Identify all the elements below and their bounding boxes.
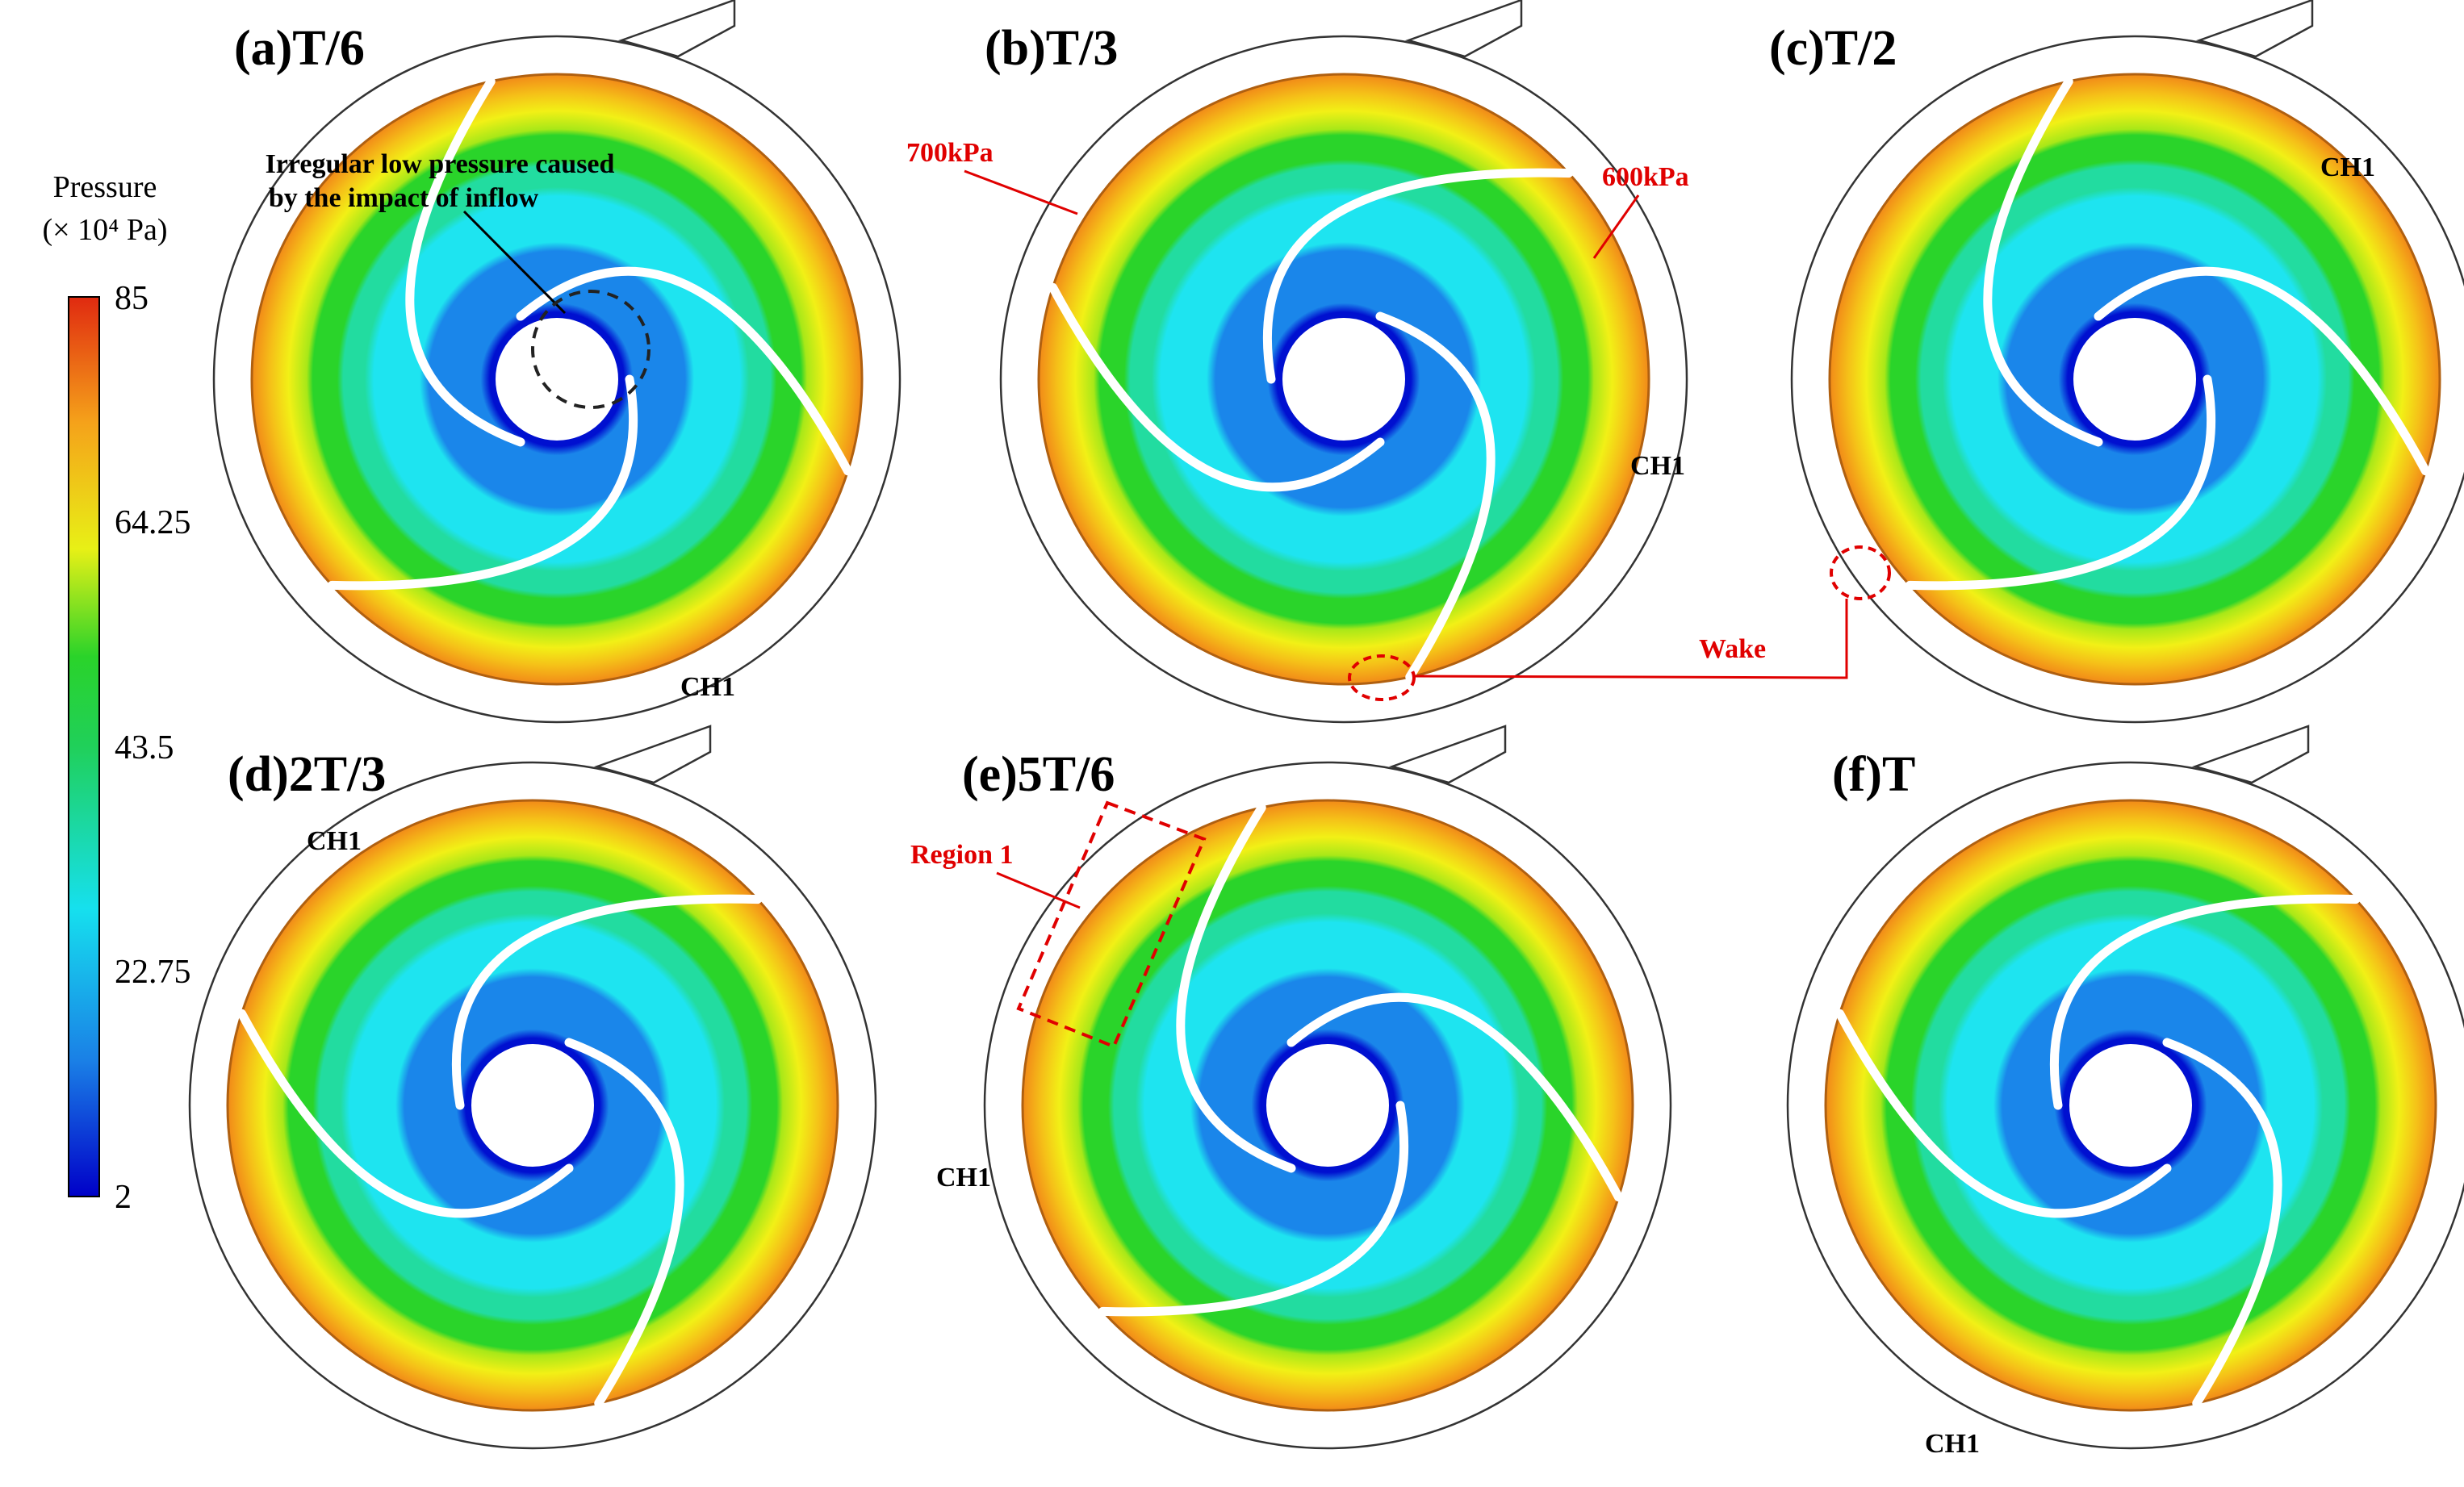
impeller-hub: [1266, 1044, 1389, 1167]
impeller-blade: [1983, 77, 2103, 447]
pump-panel-a: [212, 0, 902, 724]
impeller-blade: [1905, 374, 2215, 591]
ch1-label-a: CH1: [680, 672, 735, 702]
colorbar-tick: 2: [115, 1179, 132, 1216]
impeller-blade: [405, 77, 525, 447]
impeller-blade: [1375, 311, 1496, 682]
colorbar-gradient: [68, 296, 100, 1197]
impeller-blade: [1176, 803, 1296, 1173]
colorbar-tick: 64.25: [115, 504, 191, 541]
irregular-label-line1: Irregular low pressure caused: [266, 149, 615, 179]
impeller-blade: [1263, 168, 1574, 384]
impeller-hub: [1282, 318, 1405, 441]
colorbar-tick: 22.75: [115, 954, 191, 991]
ch1-label-d: CH1: [307, 826, 362, 856]
volute-casing: [212, 35, 902, 724]
volute-casing: [999, 35, 1688, 724]
pump-panel-e: [983, 725, 1672, 1450]
ch1-label-f: CH1: [1925, 1429, 1980, 1459]
colorbar: Pressure (× 10⁴ Pa) 85 64.25 43.5 22.75 …: [43, 170, 191, 1216]
pump-panel-b: [999, 0, 1688, 724]
impeller-blade: [1048, 282, 1385, 492]
volute-outlet: [2195, 0, 2314, 58]
impeller-blade: [2162, 1038, 2282, 1408]
colorbar-title: Pressure: [53, 170, 157, 204]
leader-700kpa: [964, 169, 1078, 215]
volute-outlet: [617, 0, 736, 58]
volute-outlet: [593, 725, 712, 784]
impeller-blade: [452, 894, 763, 1110]
impeller-hub: [2069, 1044, 2192, 1167]
pump-panel-d: [188, 725, 877, 1450]
volute-casing: [1786, 761, 2464, 1450]
region1-box: [1016, 800, 1207, 1049]
pressure-markers: 700kPa 600kPa: [906, 138, 1689, 259]
volute-casing: [1790, 35, 2464, 724]
pump-panel-f: [1786, 725, 2464, 1450]
impeller-hub: [471, 1044, 594, 1167]
leader-600kpa: [1592, 194, 1640, 259]
volute-outlet: [1388, 725, 1507, 784]
volute-casing: [983, 761, 1672, 1450]
pump-panel-c: [1790, 0, 2464, 724]
wake-annotation: Wake: [1348, 545, 1891, 701]
impeller-blade: [327, 374, 638, 591]
volute-outlet: [2191, 725, 2310, 784]
ch1-label-b: CH1: [1630, 451, 1685, 481]
colorbar-tick: 85: [115, 280, 149, 317]
panel-title-a: (a)T/6: [234, 21, 365, 76]
region1-label: Region 1: [910, 840, 1014, 870]
wake-circle-c: [1830, 545, 1891, 600]
impeller-blade: [1835, 1009, 2172, 1218]
impeller-hub: [496, 318, 618, 441]
irregular-dashed-circle: [531, 290, 651, 409]
label-600kpa: 600kPa: [1602, 162, 1689, 192]
label-700kpa: 700kPa: [906, 138, 994, 168]
panel-title-b: (b)T/3: [985, 21, 1118, 76]
volute-casing: [188, 761, 877, 1450]
panel-title-c: (c)T/2: [1769, 21, 1897, 76]
colorbar-tick: 43.5: [115, 729, 174, 766]
irregular-leader-line: [462, 210, 567, 315]
wake-circle-b: [1348, 654, 1416, 701]
panel-title-f: (f)T: [1832, 747, 1915, 802]
volute-outlet: [1404, 0, 1523, 58]
impeller-blade: [237, 1009, 574, 1218]
panel-title-d: (d)2T/3: [228, 747, 386, 802]
ch1-label-c: CH1: [2320, 152, 2375, 182]
impeller-blade: [2050, 894, 2361, 1110]
impeller-blade: [1286, 992, 1623, 1202]
impeller-blade: [516, 266, 852, 476]
impeller-blade: [1098, 1101, 1408, 1317]
wake-leader: [1413, 599, 1848, 679]
impeller-blade: [564, 1038, 684, 1408]
irregular-low-pressure-annotation: Irregular low pressure caused by the imp…: [266, 149, 651, 409]
panel-title-e: (e)5T/6: [962, 747, 1115, 802]
impeller-hub: [2073, 318, 2196, 441]
ch1-label-e: CH1: [936, 1163, 991, 1193]
impeller-blade: [2094, 266, 2430, 476]
irregular-label-line2: by the impact of inflow: [269, 183, 539, 213]
region1-annotation: Region 1: [910, 800, 1207, 1049]
colorbar-unit: (× 10⁴ Pa): [43, 213, 168, 247]
panels: [188, 0, 2464, 1450]
region1-leader: [996, 871, 1081, 909]
wake-label: Wake: [1699, 634, 1766, 664]
